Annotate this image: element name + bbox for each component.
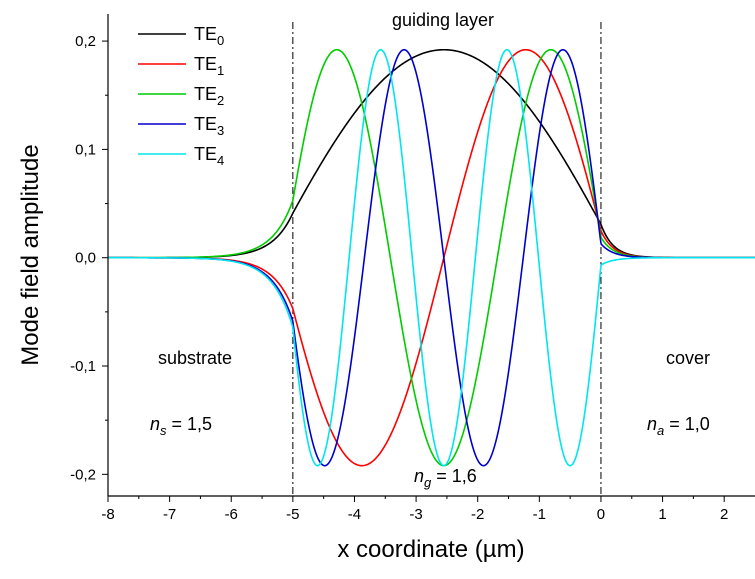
x-tick-label: 1: [658, 506, 666, 523]
x-tick-label: -4: [348, 506, 361, 523]
y-tick-label: -0,2: [70, 466, 96, 483]
annotation-na: na = 1,0: [647, 414, 710, 438]
annotation-cover: cover: [666, 348, 710, 368]
annotation-ns: ns = 1,5: [150, 414, 212, 438]
x-tick-label: -5: [286, 506, 299, 523]
x-tick-label: -3: [409, 506, 422, 523]
legend-label-te3: TE3: [194, 114, 224, 138]
legend-label-te2: TE2: [194, 84, 224, 108]
annotation-substrate: substrate: [158, 348, 232, 368]
annotation-guiding-layer: guiding layer: [392, 10, 494, 30]
x-tick-label: -6: [225, 506, 238, 523]
legend-label-te4: TE4: [194, 144, 224, 168]
annotation-ng: ng = 1,6: [414, 466, 477, 490]
mode-curves: [108, 48, 755, 467]
legend: TE0 TE1 TE2 TE3 TE4: [138, 24, 224, 168]
y-ticks: -0,2 -0,1 0,0 0,1 0,2: [70, 33, 108, 483]
x-tick-label: 2: [720, 506, 728, 523]
x-tick-label: -1: [533, 506, 546, 523]
x-tick-label: -7: [163, 506, 176, 523]
y-tick-label: 0,1: [75, 141, 96, 158]
legend-label-te0: TE0: [194, 24, 224, 48]
axes: [107, 14, 755, 497]
x-tick-label: -2: [471, 506, 484, 523]
series-line-te4: [108, 48, 755, 467]
x-tick-label: -8: [101, 506, 114, 523]
y-axis-title: Mode field amplitude: [17, 144, 44, 365]
y-tick-label: 0,2: [75, 33, 96, 50]
y-tick-label: 0,0: [75, 250, 96, 267]
interface-lines: [292, 22, 602, 496]
y-tick-label: -0,1: [70, 358, 96, 375]
x-tick-label: 0: [597, 506, 605, 523]
x-ticks: -8 -7 -6 -5 -4 -3 -2 -1 0 1 2: [101, 496, 728, 523]
legend-label-te1: TE1: [194, 54, 224, 78]
x-axis-title: x coordinate (µm): [337, 536, 524, 563]
